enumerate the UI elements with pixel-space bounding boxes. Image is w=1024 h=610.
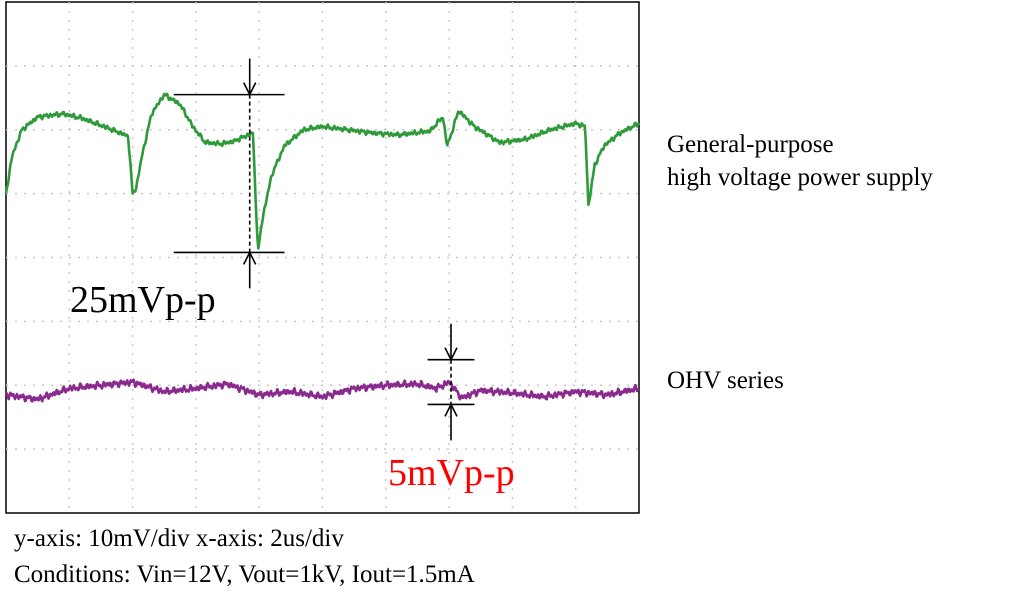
series1-label-line2: high voltage power supply [667,164,933,191]
grid-lines [6,2,639,513]
series2-label: OHV series [667,367,784,394]
ripple-25mv-arrow-up-head [242,250,257,265]
ripple-measurements: 25mVp-p 5mVp-p [70,58,515,494]
test-conditions-note: Conditions: Vin=12V, Vout=1kV, Iout=1.5m… [14,561,475,588]
ripple-25mv-arrow-down-head [242,82,257,97]
ripple-5mv-arrow-up-head [444,402,458,417]
series1-label-line1: General-purpose [667,131,834,158]
ripple-5mv-arrow-down-head [444,347,458,362]
general-purpose-trace [4,92,640,250]
axis-scale-note: y-axis: 10mV/div x-axis: 2us/div [14,525,344,552]
series1-label: General-purpose high voltage power suppl… [667,128,933,194]
waveform-traces [4,92,640,403]
ohv-series-trace [5,378,640,403]
ripple-25mv-label: 25mVp-p [70,279,216,321]
ripple-5mv-label: 5mVp-p [388,452,515,494]
